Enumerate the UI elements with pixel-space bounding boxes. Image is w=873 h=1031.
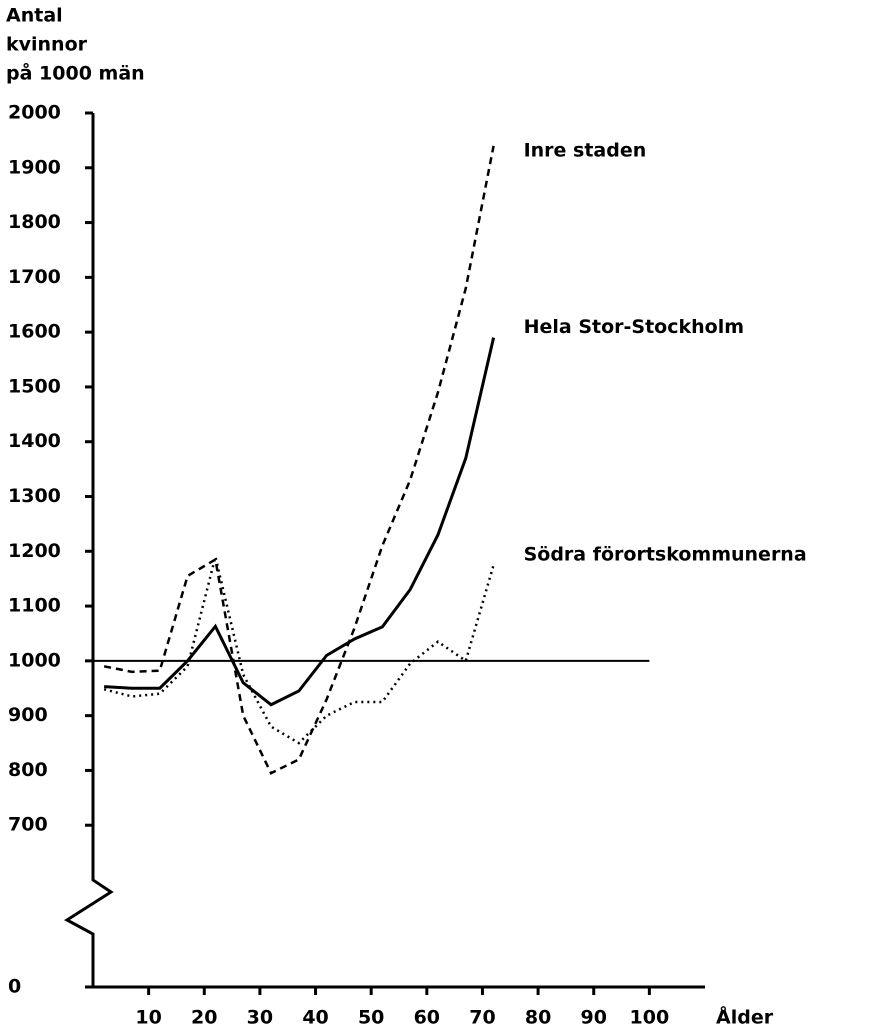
series-label: Inre staden xyxy=(524,139,647,161)
x-tick-label: 100 xyxy=(630,1007,670,1029)
x-tick-label: 40 xyxy=(302,1007,328,1029)
y-tick-label: 1500 xyxy=(8,375,61,397)
y-axis xyxy=(64,113,114,987)
y-tick-label: 1100 xyxy=(8,595,61,617)
x-tick-label: 60 xyxy=(414,1007,440,1029)
y-tick-label: 1400 xyxy=(8,430,61,452)
y-tick-label: 2000 xyxy=(8,102,61,124)
y-tick-label: 1200 xyxy=(8,540,61,562)
y-axis-label: på 1000 män xyxy=(6,61,145,85)
x-axis-label: Ålder xyxy=(716,1005,774,1029)
y-axis-label: kvinnor xyxy=(6,34,88,56)
y-tick-label: 1800 xyxy=(8,211,61,233)
series-label: Södra förortskommunerna xyxy=(524,543,807,565)
series-line xyxy=(104,337,496,707)
series-line xyxy=(103,556,495,745)
x-tick-label: 80 xyxy=(525,1007,551,1029)
series-line xyxy=(103,145,495,775)
y-tick-label: 800 xyxy=(8,759,48,781)
y-tick-label: 1700 xyxy=(8,266,61,288)
y-tick-label: 1600 xyxy=(8,321,61,343)
y-tick-label: 1300 xyxy=(8,485,61,507)
series-label: Hela Stor-Stockholm xyxy=(524,316,744,338)
x-tick-label: 90 xyxy=(581,1007,607,1029)
y-axis-label: Antal xyxy=(6,5,63,27)
x-tick-label: 50 xyxy=(358,1007,384,1029)
x-tick-label: 70 xyxy=(469,1007,495,1029)
x-tick-label: 20 xyxy=(191,1007,217,1029)
x-tick-label: 30 xyxy=(247,1007,273,1029)
x-tick-label: 10 xyxy=(135,1007,161,1029)
y-tick-label: 1900 xyxy=(8,156,61,178)
y-tick-label: 1000 xyxy=(8,649,61,671)
y-tick-label: 900 xyxy=(8,704,48,726)
y-tick-label: 0 xyxy=(8,976,21,998)
y-tick-label: 700 xyxy=(8,814,48,836)
